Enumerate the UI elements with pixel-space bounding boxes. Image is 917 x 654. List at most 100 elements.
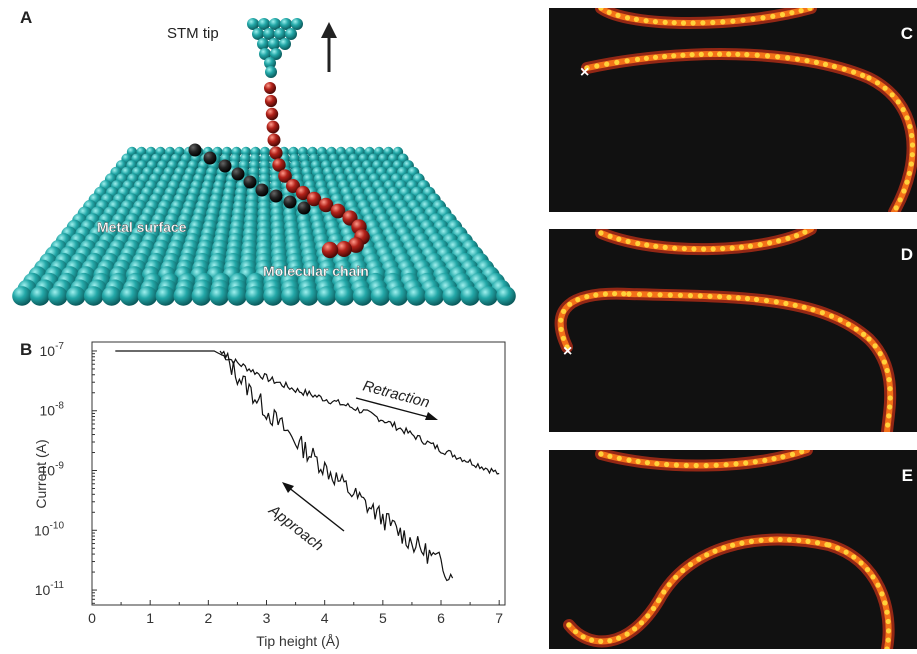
chain-unit (650, 605, 657, 612)
chain-unit (729, 245, 735, 251)
chain-unit (906, 170, 912, 176)
chain-unit (885, 618, 891, 625)
chain-unit (643, 18, 649, 24)
x-tick-label: 0 (88, 610, 96, 626)
chain-unit (799, 450, 805, 455)
chain-unit (747, 243, 753, 249)
chain-unit (907, 123, 913, 130)
chain-unit (643, 55, 649, 61)
chain-unit (804, 58, 810, 64)
surface-atom (388, 286, 409, 306)
chain-unit (647, 292, 653, 298)
chain-unit (744, 52, 750, 58)
approach-curve (219, 350, 454, 582)
chain-unit (602, 291, 608, 297)
chain-unit (723, 462, 729, 468)
chain-unit (644, 242, 650, 248)
chain-unit (810, 307, 816, 313)
chain-unit (837, 317, 843, 323)
chain-unit (687, 561, 694, 568)
tip-position-marker: × (563, 343, 572, 360)
y-tick-label: 10-10 (34, 520, 64, 538)
tip-atom (247, 18, 259, 30)
surface-atom (48, 286, 68, 306)
chain-unit (875, 582, 881, 588)
chain-unit (758, 537, 764, 543)
chain-unit (717, 294, 723, 300)
chain-unit (764, 53, 771, 59)
surface-atom (424, 286, 445, 306)
arrow-up-icon (321, 22, 337, 72)
panel-d-letter: D (900, 245, 913, 264)
surface-atom (101, 286, 122, 306)
chain-unit (802, 229, 808, 235)
chain-unit (652, 19, 658, 25)
chain-unit (691, 246, 697, 252)
chain-unit (805, 538, 811, 544)
chain-unit (598, 230, 604, 236)
chain-unit (580, 634, 586, 640)
chain-unit (853, 326, 859, 332)
chain-unit-flat (255, 183, 269, 197)
chain-unit (689, 52, 695, 58)
chain-unit-lifted (306, 191, 322, 207)
chain-glow (563, 533, 895, 649)
chain-unit (671, 53, 677, 59)
surface-atom (263, 286, 283, 306)
x-axis-label: Tip height (Å) (256, 633, 340, 649)
retraction-label: Retraction (361, 377, 431, 411)
surface-atom (191, 286, 212, 306)
chain-unit (735, 51, 741, 57)
surface-atom (299, 286, 319, 306)
chain-unit (908, 161, 914, 167)
tip-atom (264, 57, 276, 69)
chain-unit (607, 638, 613, 644)
chain-unit-lifted (330, 203, 346, 219)
x-tick-label: 7 (495, 610, 503, 626)
x-tick-label: 2 (204, 610, 212, 626)
chain-unit (861, 331, 867, 337)
chain-unit (616, 455, 622, 461)
chain-unit-lifted (272, 158, 286, 172)
x-tick-label: 5 (379, 610, 387, 626)
stm-image-e: E (549, 450, 917, 649)
chain-unit (750, 16, 756, 22)
chain-unit-lifted (295, 185, 311, 201)
tip-atom (280, 18, 292, 30)
chain-unit (624, 58, 630, 64)
chain-unit (635, 240, 641, 247)
x-tick-label: 1 (146, 610, 154, 626)
chain-unit (680, 20, 687, 26)
chain-unit (794, 56, 800, 62)
chain-unit (710, 246, 716, 252)
molecular-chain-illustration: STM tip Metal surface Molecular chain (12, 18, 516, 306)
chain-unit-lifted (266, 120, 280, 134)
stm-image-c: × C (549, 8, 917, 212)
chain-unit (633, 16, 639, 22)
surface-atom (119, 286, 140, 306)
chain-unit (814, 540, 821, 546)
chain-unit (779, 12, 786, 18)
chain-unit-lifted (265, 107, 279, 121)
chain-unit-flat (243, 175, 257, 189)
chain-unit (798, 8, 804, 14)
chain-unit (672, 245, 678, 251)
tip-atom (263, 28, 275, 40)
chain-unit (785, 235, 791, 241)
chain-unit (882, 600, 888, 606)
surface-atom (281, 286, 301, 306)
surface-atom (334, 286, 355, 306)
chain-unit-lifted (321, 241, 339, 259)
chain-unit (598, 8, 604, 11)
panel-b-letter: B (20, 340, 33, 359)
chain-unit (796, 537, 802, 543)
chain-unit (828, 313, 835, 319)
chain-unit (683, 462, 689, 468)
chain-unit (771, 456, 777, 462)
chain-unit (671, 20, 677, 26)
chain-unit (733, 461, 739, 467)
stm-scan-c: × (580, 8, 917, 212)
chain-unit (807, 8, 813, 11)
chain-unit (760, 15, 766, 21)
